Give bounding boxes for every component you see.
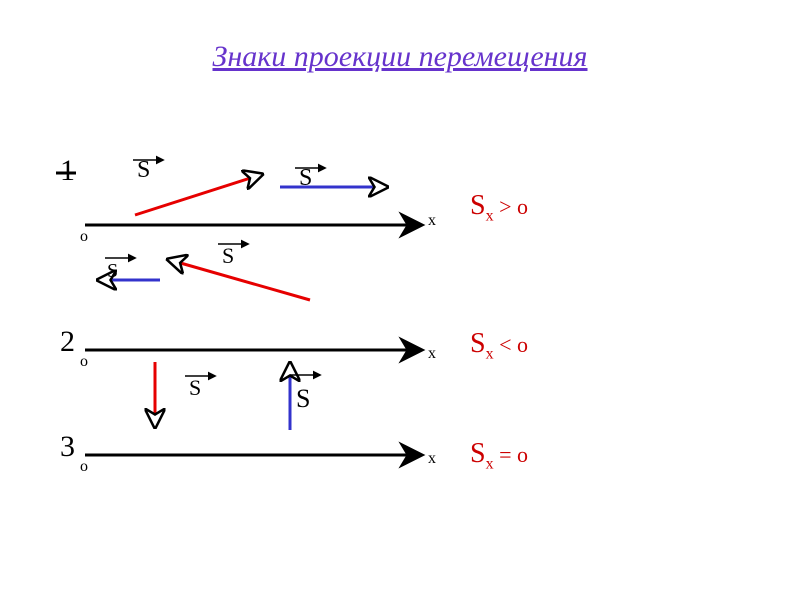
vector-label-s-5: S bbox=[189, 375, 201, 401]
vector-label-s-3: S bbox=[107, 260, 118, 283]
vector-3 bbox=[170, 260, 310, 300]
vector-label-s-1: S bbox=[137, 157, 150, 184]
diagram-canvas bbox=[0, 0, 800, 600]
vector-label-s-4: S bbox=[222, 243, 234, 269]
vector-1 bbox=[135, 175, 260, 215]
vector-label-s-6: S bbox=[296, 384, 310, 414]
vector-label-s-2: S bbox=[299, 165, 312, 192]
